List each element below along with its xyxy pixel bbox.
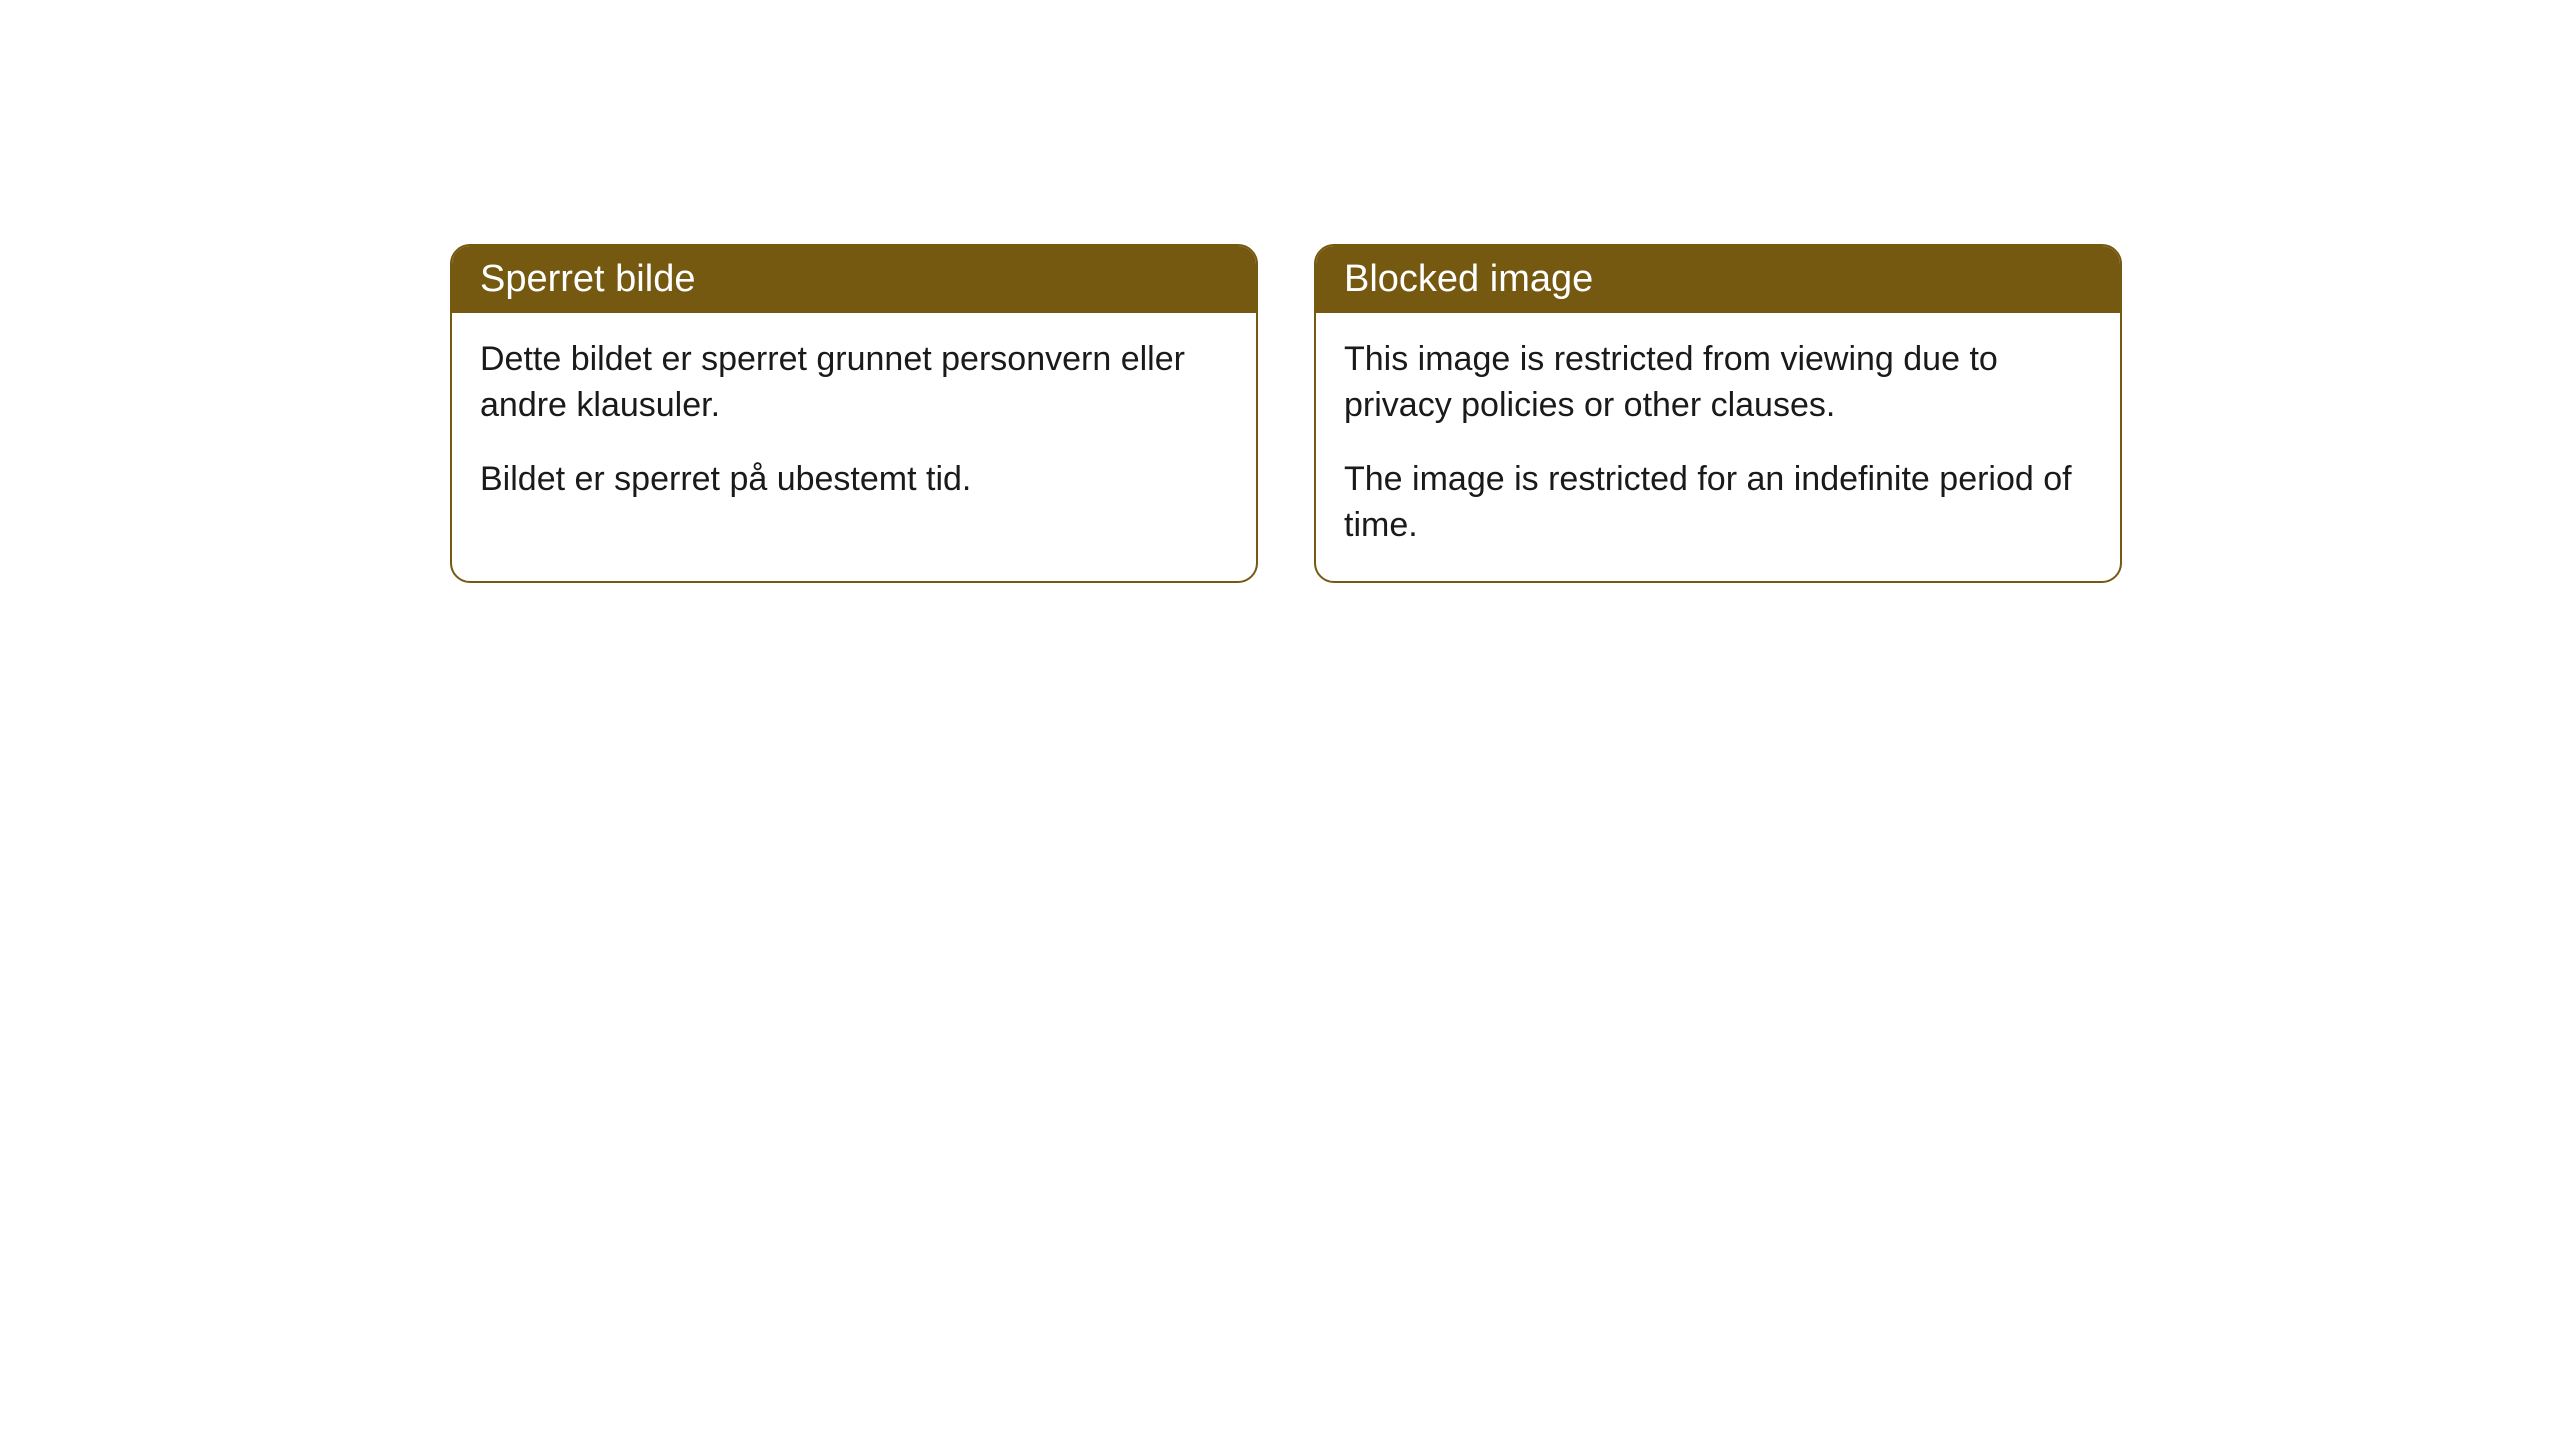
notice-paragraph: The image is restricted for an indefinit… bbox=[1344, 457, 2092, 549]
notice-title: Sperret bilde bbox=[480, 258, 695, 300]
notice-card-header: Blocked image bbox=[1316, 246, 2120, 313]
notice-card-header: Sperret bilde bbox=[452, 246, 1256, 313]
notice-paragraph: This image is restricted from viewing du… bbox=[1344, 337, 2092, 429]
notice-card-english: Blocked image This image is restricted f… bbox=[1314, 244, 2122, 583]
notice-container: Sperret bilde Dette bildet er sperret gr… bbox=[450, 244, 2122, 583]
notice-card-body: This image is restricted from viewing du… bbox=[1316, 313, 2120, 581]
notice-paragraph: Bildet er sperret på ubestemt tid. bbox=[480, 457, 1228, 503]
notice-paragraph: Dette bildet er sperret grunnet personve… bbox=[480, 337, 1228, 429]
notice-card-body: Dette bildet er sperret grunnet personve… bbox=[452, 313, 1256, 535]
notice-title: Blocked image bbox=[1344, 258, 1593, 300]
notice-card-norwegian: Sperret bilde Dette bildet er sperret gr… bbox=[450, 244, 1258, 583]
